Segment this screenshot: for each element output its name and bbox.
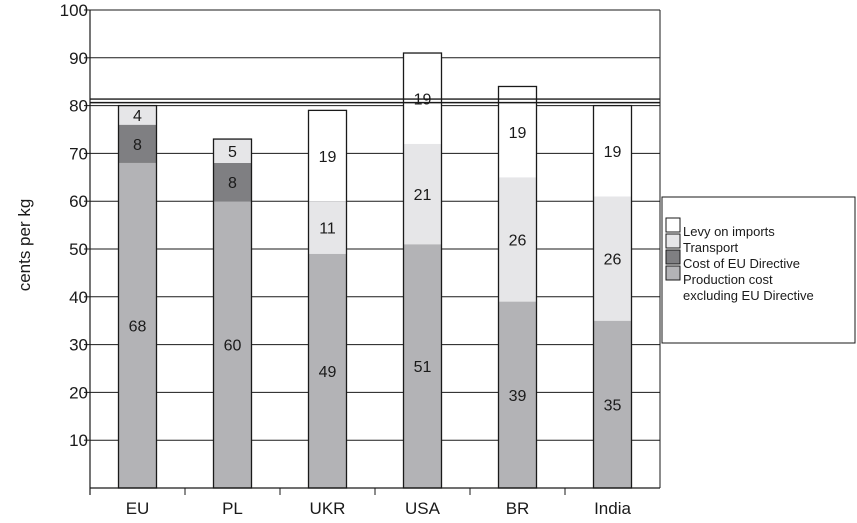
bar-segment	[118, 162, 157, 488]
data-label: 60	[224, 338, 242, 355]
bar-segment	[308, 253, 347, 488]
x-tick-label: EU	[126, 499, 150, 518]
legend-label: Transport	[683, 240, 739, 255]
y-tick-label: 20	[69, 383, 88, 402]
data-label: 5	[228, 144, 237, 161]
bar-segment	[213, 139, 252, 163]
data-label: 19	[414, 91, 432, 108]
bar-segment	[498, 177, 537, 302]
legend-label: Production cost	[683, 272, 773, 287]
bar-segment	[593, 105, 632, 197]
data-label: 8	[133, 137, 142, 154]
bar-segment	[403, 244, 442, 488]
x-tick-label: BR	[506, 499, 530, 518]
legend-box	[661, 196, 856, 344]
data-label: 21	[414, 187, 432, 204]
data-label: 11	[319, 220, 336, 237]
axes: 10 20 30 40 50 60 70 80 90 100 EU PL UKR USA BR India	[60, 1, 661, 518]
x-tick-label: India	[594, 499, 631, 518]
legend-label: Levy on imports	[683, 224, 775, 239]
bar-segment	[593, 196, 632, 321]
bars: 68 8 4 60 8 5 49 11 19 51 21 19 39 26 19 35 26 19	[117, 52, 633, 489]
bar-segment	[308, 110, 347, 202]
data-label: 19	[604, 144, 622, 161]
data-label: 39	[509, 388, 527, 405]
x-tick-label: USA	[405, 499, 441, 518]
bar-segment	[213, 162, 252, 202]
bar-segment	[498, 86, 537, 178]
y-tick-label: 90	[69, 49, 88, 68]
x-tick-label: UKR	[310, 499, 346, 518]
bar-segment	[118, 105, 157, 125]
y-tick-label: 50	[69, 240, 88, 259]
y-axis-title: cents per kg	[15, 199, 34, 292]
x-tick-label: PL	[222, 499, 243, 518]
bar-segment	[118, 124, 157, 163]
reference-line	[90, 98, 660, 104]
bar-segment	[593, 320, 632, 488]
legend-swatch	[665, 265, 681, 281]
data-label: 51	[414, 359, 432, 376]
data-label: 49	[319, 364, 337, 381]
y-tick-label: 40	[69, 288, 88, 307]
data-label: 19	[319, 149, 337, 166]
y-tick-label: 80	[69, 97, 88, 116]
bar-segment	[213, 201, 252, 488]
y-tick-label: 60	[69, 192, 88, 211]
data-label: 35	[604, 397, 622, 414]
y-tick-label: 100	[60, 1, 88, 20]
legend-swatch	[665, 217, 681, 233]
y-tick-label: 70	[69, 144, 88, 163]
data-label: 19	[509, 125, 527, 142]
data-label: 26	[509, 232, 527, 249]
bar-segment	[403, 143, 442, 245]
y-tick-label: 10	[69, 431, 88, 450]
bar-segment	[308, 201, 347, 254]
gridlines	[90, 9, 660, 441]
legend-swatch	[665, 233, 681, 249]
legend-label: Cost of EU Directive	[683, 256, 800, 271]
data-label: 26	[604, 252, 622, 269]
bar-segment	[498, 301, 537, 488]
y-tick-label: 30	[69, 336, 88, 355]
legend-swatch	[665, 249, 681, 265]
data-label: 68	[129, 318, 147, 335]
data-label: 4	[133, 108, 142, 125]
data-label: 8	[228, 175, 237, 192]
legend-label: excluding EU Directive	[683, 288, 814, 303]
